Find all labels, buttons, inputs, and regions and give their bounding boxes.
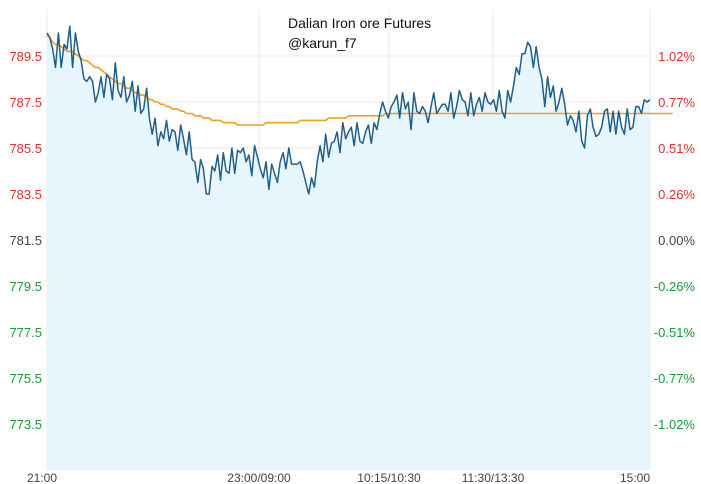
left-tick-label: 773.5 xyxy=(9,417,42,432)
chart-title-block: Dalian Iron ore Futures @karun_f7 xyxy=(288,13,431,53)
left-tick-label: 779.5 xyxy=(9,279,42,294)
x-tick-label: 23:00/09:00 xyxy=(227,471,291,484)
x-tick-label: 15:00 xyxy=(620,471,650,484)
x-axis-ticks: 21:00 23:00/09:00 10:15/10:30 11:30/13:30 15… xyxy=(27,471,650,484)
right-tick-label: -1.02% xyxy=(654,417,696,432)
left-tick-label: 775.5 xyxy=(9,371,42,386)
right-tick-label: -0.51% xyxy=(654,325,696,340)
right-tick-label: 0.26% xyxy=(658,187,695,202)
right-tick-label: 0.00% xyxy=(658,233,695,248)
average-price-line xyxy=(46,34,673,126)
right-tick-label: -0.77% xyxy=(654,371,696,386)
right-axis-ticks: 1.02% 0.77% 0.51% 0.26% 0.00% -0.26% -0.51% -0.… xyxy=(654,49,696,432)
left-tick-label: 785.5 xyxy=(9,141,42,156)
x-tick-label: 21:00 xyxy=(27,471,57,484)
left-tick-label: 789.5 xyxy=(9,49,42,64)
chart-subtitle: @karun_f7 xyxy=(288,35,357,51)
right-tick-label: 0.77% xyxy=(658,95,695,110)
right-tick-label: 0.51% xyxy=(658,141,695,156)
x-tick-label: 10:15/10:30 xyxy=(357,471,421,484)
right-tick-label: 1.02% xyxy=(658,49,695,64)
right-tick-label: -0.26% xyxy=(654,279,696,294)
left-tick-label: 781.5 xyxy=(9,233,42,248)
left-tick-label: 783.5 xyxy=(9,187,42,202)
left-axis-ticks: 789.5 787.5 785.5 783.5 781.5 779.5 777.5 775.5… xyxy=(9,49,42,432)
x-tick-label: 11:30/13:30 xyxy=(462,471,525,484)
price-line xyxy=(46,25,651,195)
left-tick-label: 787.5 xyxy=(9,95,42,110)
chart-title: Dalian Iron ore Futures xyxy=(288,15,432,31)
left-tick-label: 777.5 xyxy=(9,325,42,340)
price-area-fill xyxy=(47,26,650,470)
